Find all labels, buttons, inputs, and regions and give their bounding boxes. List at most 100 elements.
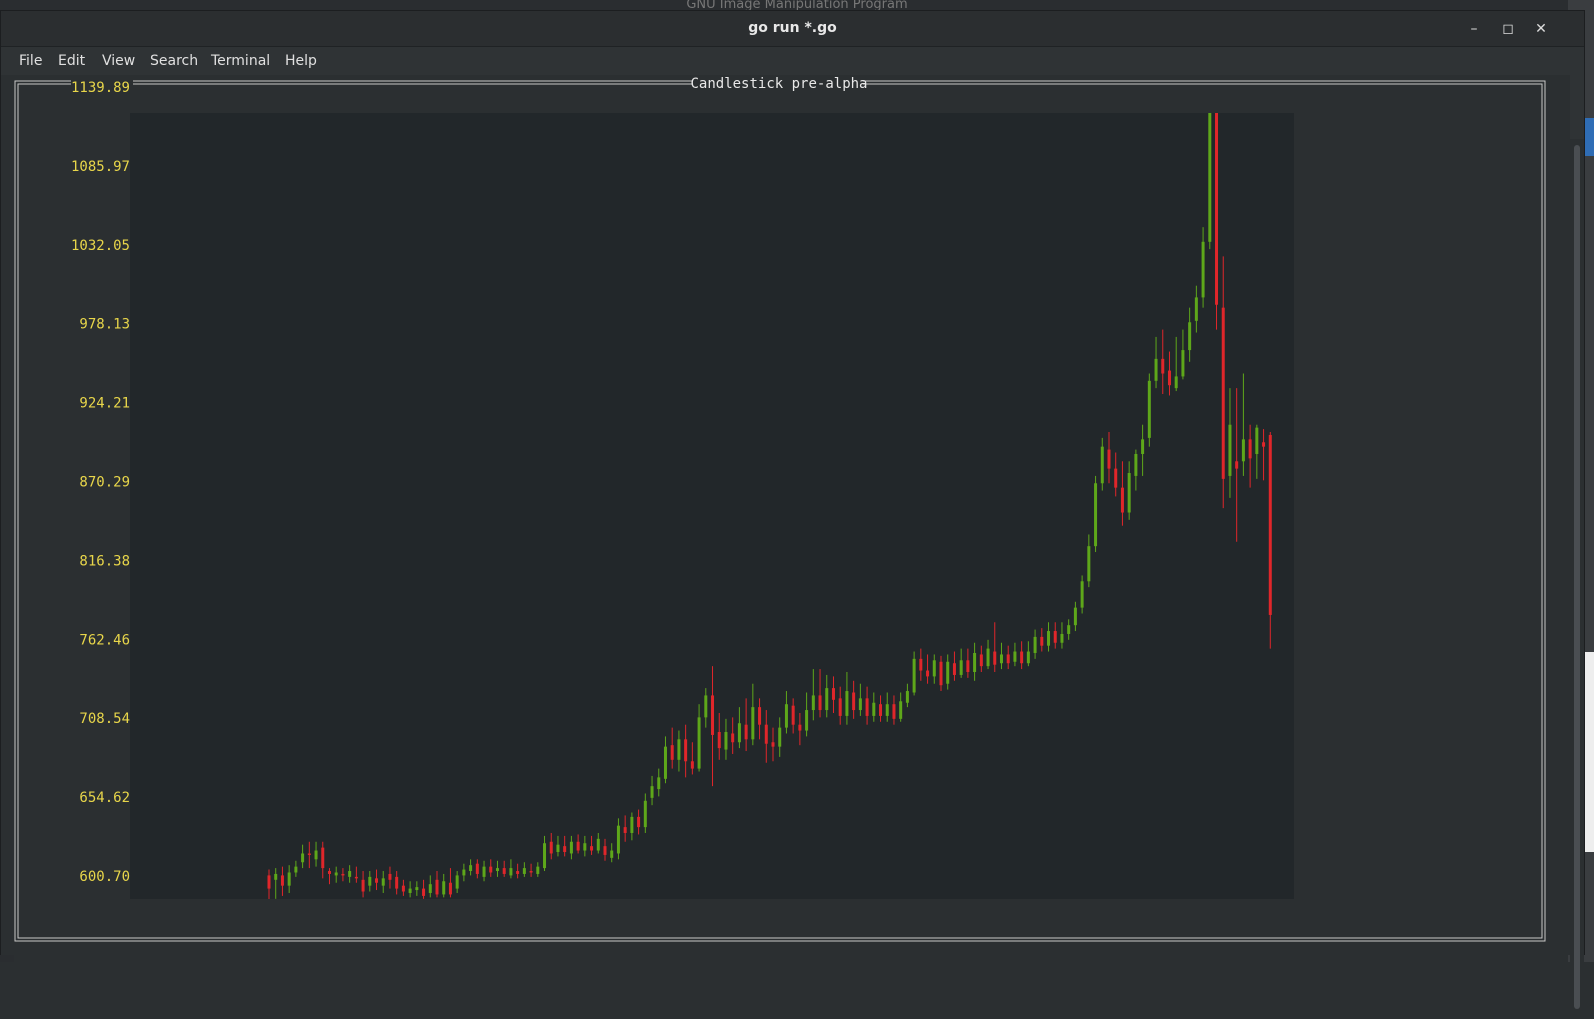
candle xyxy=(737,707,741,749)
candle xyxy=(415,881,419,896)
candle-body xyxy=(764,724,768,744)
menu-file[interactable]: File xyxy=(19,53,43,69)
candle-body xyxy=(489,866,493,873)
candle-body xyxy=(509,868,513,876)
candle xyxy=(448,868,452,898)
candle-body xyxy=(287,872,291,886)
candle xyxy=(1154,336,1158,389)
candle-body xyxy=(455,875,459,889)
y-tick-label: 816.38 xyxy=(79,553,130,569)
candle xyxy=(926,654,930,684)
candle-body xyxy=(905,691,909,703)
candle xyxy=(549,832,553,860)
candle xyxy=(1033,629,1037,659)
candle xyxy=(610,843,614,863)
candle xyxy=(946,654,950,690)
candle-body xyxy=(1255,427,1259,454)
candle-body xyxy=(1107,449,1111,469)
candle xyxy=(1006,645,1010,670)
candle-body xyxy=(737,723,741,743)
terminal-scrollbar[interactable] xyxy=(1570,139,1584,1019)
candle-body xyxy=(522,868,526,874)
candle-body xyxy=(1134,453,1138,476)
candle-body xyxy=(946,661,950,684)
candle-body xyxy=(529,871,533,873)
candle xyxy=(1215,113,1219,330)
candle xyxy=(348,865,352,883)
candle-body xyxy=(663,746,667,779)
candle-body xyxy=(724,732,728,750)
candle-body xyxy=(1208,113,1212,242)
candle-body xyxy=(1221,307,1225,479)
menu-terminal[interactable]: Terminal xyxy=(211,53,271,69)
candle xyxy=(717,712,721,760)
candle xyxy=(1080,575,1084,614)
menu-view[interactable]: View xyxy=(102,53,136,69)
candle xyxy=(879,695,883,722)
candle xyxy=(509,859,513,879)
candle xyxy=(1053,622,1057,649)
candle xyxy=(314,841,318,867)
candle xyxy=(536,862,540,877)
candle xyxy=(1262,429,1266,481)
candle-body xyxy=(1174,376,1178,389)
candle xyxy=(462,863,466,882)
y-tick-label: 870.29 xyxy=(79,475,130,491)
candle xyxy=(1047,622,1051,652)
terminal-area[interactable]: Candlestick pre-alpha 1139.89 1085.97 1032… xyxy=(1,75,1584,1019)
candle-body xyxy=(334,872,338,876)
minimize-icon[interactable]: – xyxy=(1470,21,1478,37)
candle xyxy=(677,730,681,772)
scrollbar-thumb[interactable] xyxy=(1574,145,1580,1009)
candle xyxy=(670,727,674,769)
candle-body xyxy=(798,724,802,731)
candle-body xyxy=(805,710,809,731)
candle-body xyxy=(637,816,641,828)
candle xyxy=(637,809,641,835)
menu-edit[interactable]: Edit xyxy=(58,53,86,69)
candle-body xyxy=(751,707,755,740)
candle-body xyxy=(899,701,903,719)
candle xyxy=(408,881,412,898)
candle xyxy=(818,669,822,718)
y-tick-label: 1085.97 xyxy=(71,159,130,175)
candle-body xyxy=(952,663,956,675)
candle xyxy=(751,683,755,746)
candle xyxy=(791,698,795,734)
candle-body xyxy=(979,654,983,667)
candle-body xyxy=(831,688,835,700)
maximize-icon[interactable]: ◻ xyxy=(1502,21,1514,37)
candle-body xyxy=(999,654,1003,664)
plot-area xyxy=(130,113,1294,899)
candle-body xyxy=(1194,297,1198,321)
title-bar[interactable]: go run *.go – ◻ ✕ xyxy=(1,11,1584,47)
y-axis: 1139.89 1085.97 1032.05 978.13 924.21 870.29 8… xyxy=(71,79,133,885)
candle-body xyxy=(1114,468,1118,488)
candle-body xyxy=(442,881,446,895)
candle xyxy=(294,860,298,877)
candle-body xyxy=(301,853,305,863)
candle xyxy=(529,863,533,877)
menu-search[interactable]: Search xyxy=(150,53,199,69)
candle xyxy=(361,871,365,898)
candle xyxy=(1208,113,1212,250)
menu-help[interactable]: Help xyxy=(285,53,317,69)
candle xyxy=(583,835,587,857)
candle xyxy=(422,879,426,899)
candle xyxy=(623,815,627,842)
candle-body xyxy=(892,704,896,719)
candle-body xyxy=(865,698,869,716)
candle-body xyxy=(825,688,829,711)
candle-body xyxy=(327,871,331,874)
candle xyxy=(1087,534,1091,588)
candle-body xyxy=(1154,358,1158,381)
y-tick-label: 762.46 xyxy=(79,632,130,648)
candle xyxy=(1107,432,1111,484)
candle xyxy=(482,860,486,882)
candle-body xyxy=(1268,434,1272,615)
candle xyxy=(502,860,506,877)
background-window-title: GNU Image Manipulation Program xyxy=(0,0,1594,10)
candle xyxy=(986,639,990,670)
close-icon[interactable]: ✕ xyxy=(1535,21,1547,37)
candle xyxy=(455,871,459,893)
